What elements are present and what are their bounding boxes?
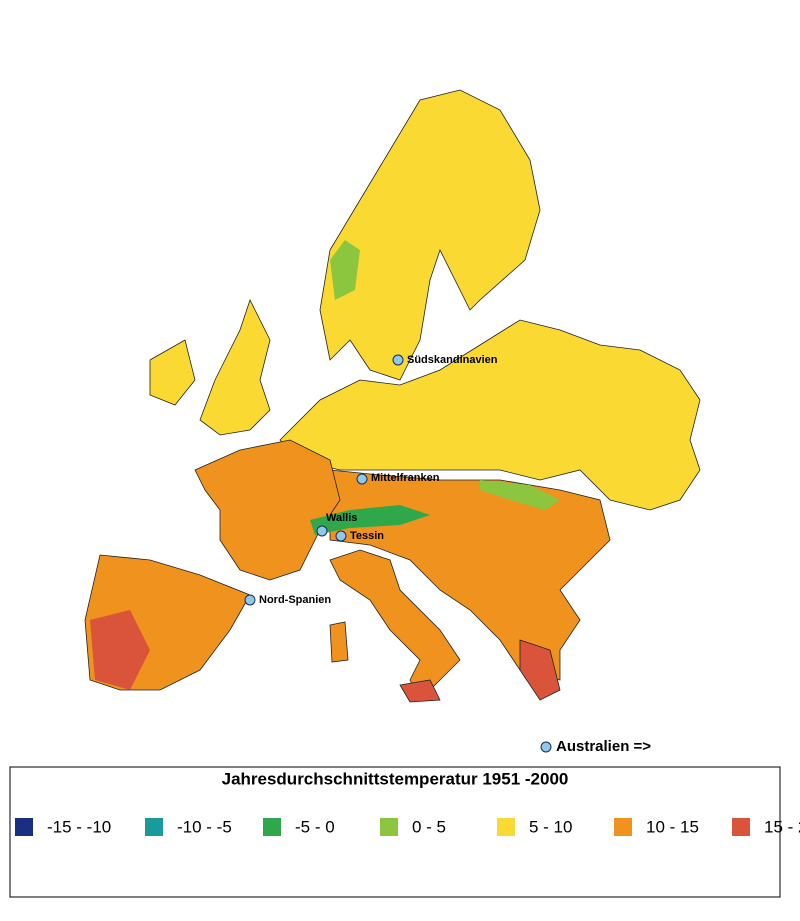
carpathians — [480, 480, 560, 510]
legend-swatch — [145, 818, 163, 836]
legend-label: -15 - -10 — [47, 817, 111, 836]
ireland — [149, 339, 196, 406]
location-label: Südskandinavien — [407, 354, 498, 366]
legend-label: -5 - 0 — [295, 817, 335, 836]
legend-swatch — [614, 818, 632, 836]
sicily — [399, 679, 441, 703]
greece — [519, 639, 561, 701]
legend-swatch — [732, 818, 750, 836]
eastern-europe — [279, 319, 701, 511]
location-marker — [540, 741, 552, 753]
location-label: Nord-Spanien — [259, 594, 331, 606]
corsica-sardinia — [329, 621, 349, 663]
france — [194, 439, 341, 581]
map — [84, 89, 701, 703]
alps — [310, 505, 430, 535]
location-label: Mittelfranken — [371, 472, 440, 484]
britain — [199, 298, 271, 436]
legend-label: 15 - 20 — [764, 817, 800, 836]
location-marker — [316, 525, 328, 537]
legend-label: 10 - 15 — [646, 817, 699, 836]
legend: -15 - -10 -10 - -5 -5 - 0 0 - 5 5 - 10 10 - 1… — [15, 817, 800, 836]
legend-swatch — [497, 818, 515, 836]
legend-label: 5 - 10 — [529, 817, 572, 836]
scandinavia — [319, 89, 541, 381]
legend-label: 0 - 5 — [412, 817, 446, 836]
legend-swatch — [380, 818, 398, 836]
norway-mountains — [330, 240, 360, 300]
location-marker — [244, 594, 256, 606]
legend-label: -10 - -5 — [177, 817, 232, 836]
locations: Südskandinavien Mittelfranken Wallis Tessin… — [244, 354, 651, 755]
legend-swatch — [15, 818, 33, 836]
location-marker — [356, 473, 368, 485]
location-label: Tessin — [350, 530, 384, 542]
location-marker — [392, 354, 404, 366]
note-label: Australien => — [556, 738, 651, 755]
legend-title: Jahresdurchschnittstemperatur 1951 -2000 — [222, 769, 569, 788]
location-label: Wallis — [326, 512, 357, 524]
iberia-south — [90, 610, 150, 690]
legend-swatch — [263, 818, 281, 836]
location-marker — [335, 530, 347, 542]
